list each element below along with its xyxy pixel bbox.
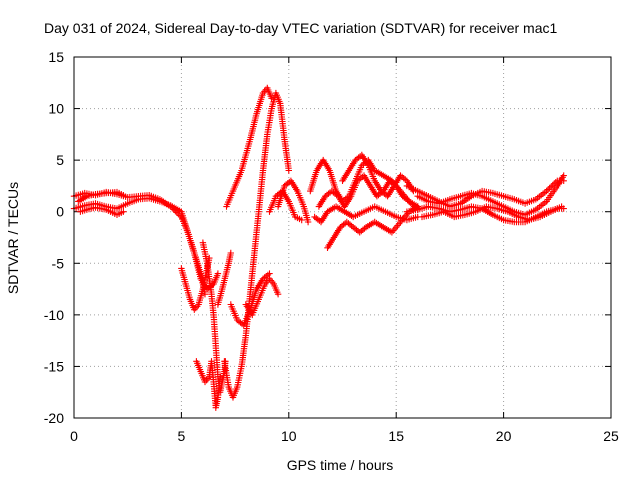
x-tick-label: 10 xyxy=(281,428,297,444)
series-track-j xyxy=(214,249,234,308)
grid xyxy=(74,57,611,418)
y-tick-label: -15 xyxy=(44,358,64,374)
series-track-g xyxy=(193,358,224,411)
data-point-markers xyxy=(223,84,275,210)
data-series xyxy=(70,84,567,411)
data-point-markers xyxy=(221,89,292,401)
chart-title: Day 031 of 2024, Sidereal Day-to-day VTE… xyxy=(44,20,557,36)
x-tick-label: 0 xyxy=(70,428,78,444)
series-track-h xyxy=(221,89,292,401)
y-tick-label: -20 xyxy=(44,410,64,426)
plot-frame xyxy=(73,56,612,419)
x-axis-label: GPS time / hours xyxy=(287,457,394,473)
y-tick-label: 15 xyxy=(48,49,64,65)
series-track-r xyxy=(311,203,421,226)
series-track-c xyxy=(75,188,127,205)
series-track-q xyxy=(324,203,421,251)
y-tick-label: 10 xyxy=(48,101,64,117)
data-point-markers xyxy=(77,204,127,218)
x-tick-label: 25 xyxy=(603,428,619,444)
y-tick-label: 0 xyxy=(56,204,64,220)
series-track-d xyxy=(77,204,127,218)
series-track-w xyxy=(418,203,565,224)
data-point-markers xyxy=(324,203,421,251)
x-tick-label: 5 xyxy=(178,428,186,444)
series-track-n xyxy=(274,177,312,226)
data-point-markers xyxy=(418,203,565,224)
y-tick-label: -10 xyxy=(44,307,64,323)
data-point-markers xyxy=(339,151,417,200)
data-point-markers xyxy=(274,177,312,226)
x-tick-label: 20 xyxy=(496,428,512,444)
series-track-s xyxy=(339,151,417,200)
data-point-markers xyxy=(242,275,282,319)
y-tick-label: 5 xyxy=(56,152,64,168)
y-tick-label: -5 xyxy=(52,255,65,271)
data-point-markers xyxy=(214,249,234,308)
series-track-l xyxy=(242,275,282,319)
series-track-i xyxy=(223,84,275,210)
data-point-markers xyxy=(193,358,224,411)
data-point-markers xyxy=(311,203,421,226)
x-tick-label: 15 xyxy=(388,428,404,444)
y-axis-label: SDTVAR / TECUs xyxy=(5,182,21,294)
data-point-markers xyxy=(75,188,127,205)
